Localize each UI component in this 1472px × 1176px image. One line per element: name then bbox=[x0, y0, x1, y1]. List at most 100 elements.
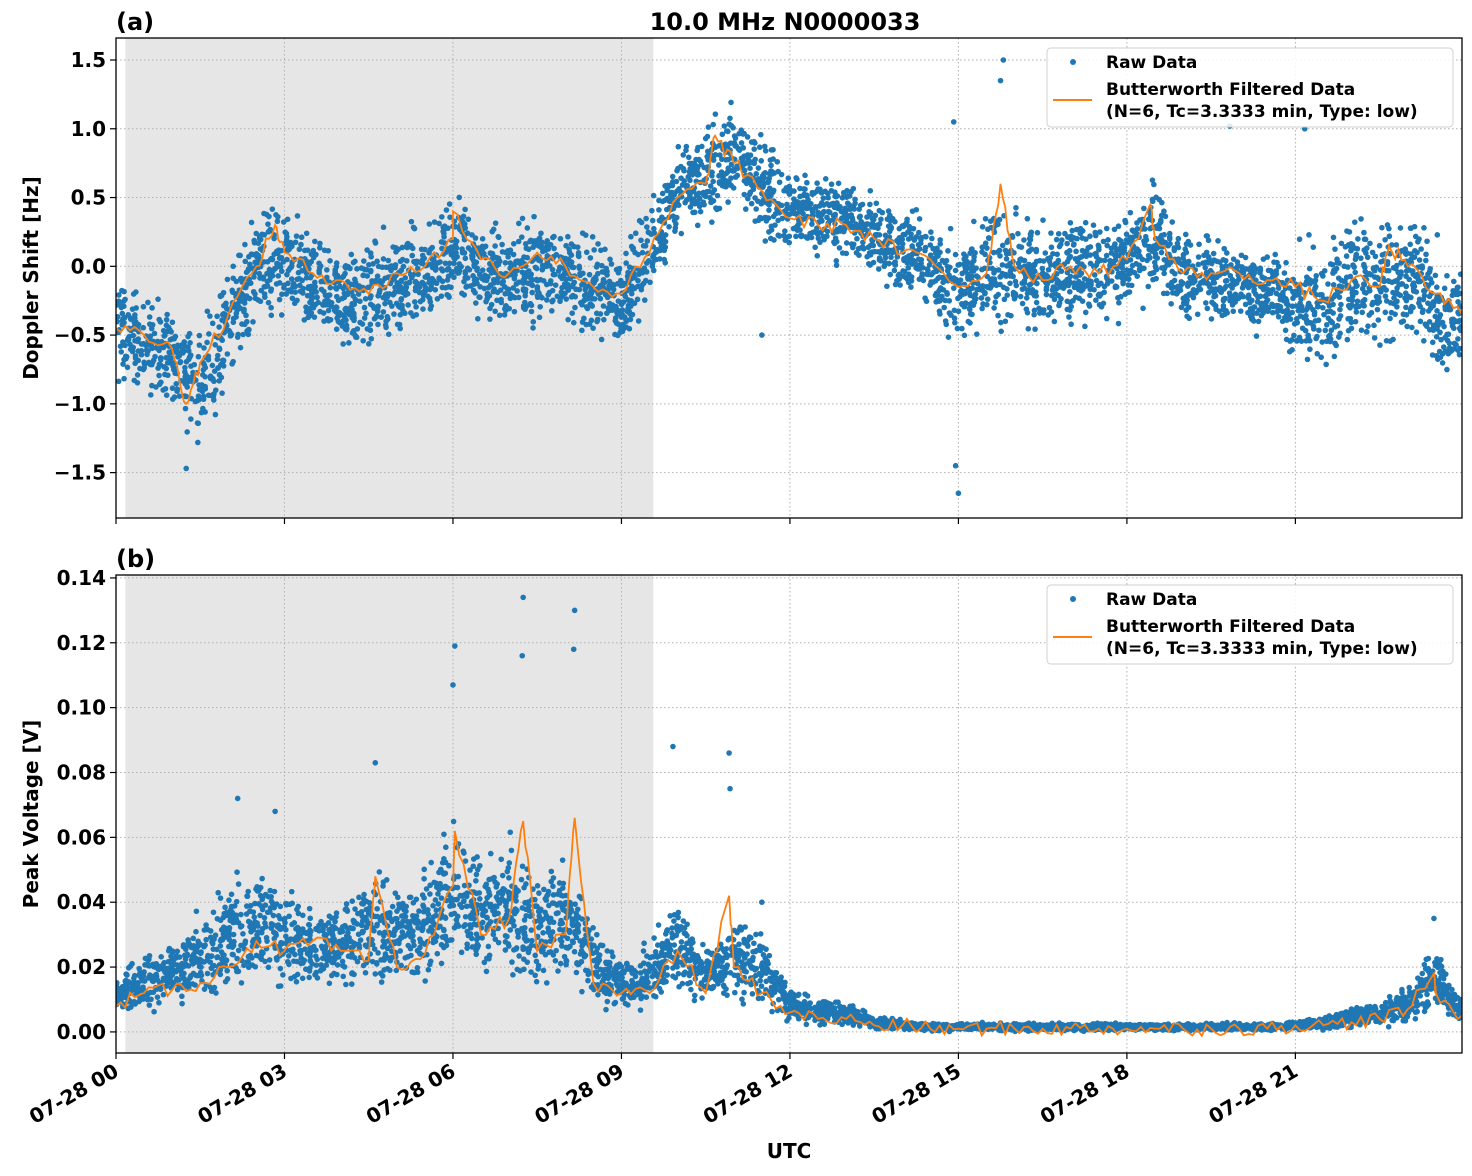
raw-data-point bbox=[456, 195, 462, 201]
raw-data-point bbox=[1195, 311, 1201, 317]
raw-data-point bbox=[851, 241, 857, 247]
raw-data-point bbox=[857, 213, 863, 219]
raw-data-point bbox=[1297, 236, 1303, 242]
raw-data-point bbox=[364, 273, 370, 279]
raw-data-point bbox=[299, 234, 305, 240]
raw-data-point bbox=[252, 964, 258, 970]
raw-data-point bbox=[1025, 310, 1031, 316]
raw-data-point bbox=[610, 282, 616, 288]
raw-data-point bbox=[1219, 313, 1225, 319]
raw-data-point bbox=[948, 312, 954, 318]
raw-data-point bbox=[1018, 256, 1024, 262]
raw-data-point bbox=[844, 213, 850, 219]
raw-data-point bbox=[1096, 291, 1102, 297]
raw-data-point bbox=[579, 282, 585, 288]
raw-data-point bbox=[591, 247, 597, 253]
raw-data-point bbox=[633, 230, 639, 236]
raw-data-point bbox=[835, 203, 841, 209]
raw-data-point bbox=[139, 352, 145, 358]
raw-data-point bbox=[453, 250, 459, 256]
raw-data-point bbox=[980, 224, 986, 230]
raw-data-point bbox=[1254, 310, 1260, 316]
raw-data-point bbox=[1322, 268, 1328, 274]
raw-data-point bbox=[1444, 367, 1450, 373]
raw-data-point bbox=[487, 250, 493, 256]
raw-data-point bbox=[121, 289, 127, 295]
raw-data-point bbox=[1375, 307, 1381, 313]
raw-data-point bbox=[684, 144, 690, 150]
raw-data-point bbox=[273, 931, 279, 937]
raw-data-point bbox=[729, 123, 735, 129]
raw-data-point bbox=[937, 237, 943, 243]
raw-data-point bbox=[185, 978, 191, 984]
raw-data-point bbox=[1140, 306, 1146, 312]
raw-data-point bbox=[953, 268, 959, 274]
raw-data-point bbox=[1283, 260, 1289, 266]
raw-data-point bbox=[874, 200, 880, 206]
raw-data-point bbox=[1315, 304, 1321, 310]
raw-data-point bbox=[173, 969, 179, 975]
raw-data-point bbox=[1031, 312, 1037, 318]
raw-data-point bbox=[294, 233, 300, 239]
raw-data-point bbox=[1105, 237, 1111, 243]
raw-data-point bbox=[711, 157, 717, 163]
raw-data-point bbox=[1096, 244, 1102, 250]
raw-data-point bbox=[187, 331, 193, 337]
raw-data-point bbox=[289, 263, 295, 269]
raw-data-point bbox=[847, 206, 853, 212]
raw-data-point bbox=[164, 312, 170, 318]
raw-data-point bbox=[400, 257, 406, 263]
raw-data-point bbox=[701, 199, 707, 205]
raw-data-point bbox=[1238, 308, 1244, 314]
raw-data-point bbox=[199, 382, 205, 388]
raw-data-point bbox=[396, 289, 402, 295]
raw-data-point bbox=[121, 320, 127, 326]
raw-data-point bbox=[710, 122, 716, 128]
raw-data-point bbox=[227, 925, 233, 931]
raw-data-point bbox=[979, 244, 985, 250]
raw-data-point bbox=[982, 252, 988, 258]
raw-data-point bbox=[767, 188, 773, 194]
raw-data-point bbox=[1349, 298, 1355, 304]
raw-data-point bbox=[462, 207, 468, 213]
raw-data-point bbox=[725, 165, 731, 171]
raw-data-point bbox=[1022, 285, 1028, 291]
raw-data-point bbox=[936, 298, 942, 304]
raw-data-point bbox=[539, 244, 545, 250]
raw-data-point bbox=[551, 272, 557, 278]
raw-data-point bbox=[1221, 303, 1227, 309]
raw-data-point bbox=[487, 316, 493, 322]
raw-data-point bbox=[463, 284, 469, 290]
raw-data-point bbox=[1386, 226, 1392, 232]
raw-data-point bbox=[409, 253, 415, 259]
raw-data-point bbox=[349, 252, 355, 258]
raw-data-point bbox=[852, 201, 858, 207]
raw-data-point bbox=[782, 228, 788, 234]
raw-data-point bbox=[229, 892, 235, 898]
raw-data-point bbox=[1211, 301, 1217, 307]
raw-data-point bbox=[599, 337, 605, 343]
raw-data-point bbox=[452, 256, 458, 262]
raw-data-point bbox=[493, 220, 499, 226]
raw-data-point bbox=[275, 273, 281, 279]
raw-data-point bbox=[258, 893, 264, 899]
raw-data-point bbox=[1084, 248, 1090, 254]
raw-data-point bbox=[1256, 319, 1262, 325]
raw-data-point bbox=[158, 954, 164, 960]
raw-data-point bbox=[221, 924, 227, 930]
raw-data-point bbox=[476, 294, 482, 300]
raw-data-point bbox=[727, 115, 733, 121]
raw-data-point bbox=[1052, 297, 1058, 303]
raw-data-point bbox=[670, 174, 676, 180]
raw-data-point bbox=[172, 962, 178, 968]
raw-data-point bbox=[1223, 284, 1229, 290]
raw-data-point bbox=[1123, 220, 1129, 226]
raw-data-point bbox=[909, 252, 915, 258]
raw-data-point bbox=[315, 300, 321, 306]
raw-data-point bbox=[382, 301, 388, 307]
raw-data-point bbox=[1086, 301, 1092, 307]
raw-data-point bbox=[1328, 309, 1334, 315]
raw-data-point bbox=[1082, 324, 1088, 330]
raw-data-point bbox=[386, 258, 392, 264]
raw-data-point bbox=[1312, 309, 1318, 315]
